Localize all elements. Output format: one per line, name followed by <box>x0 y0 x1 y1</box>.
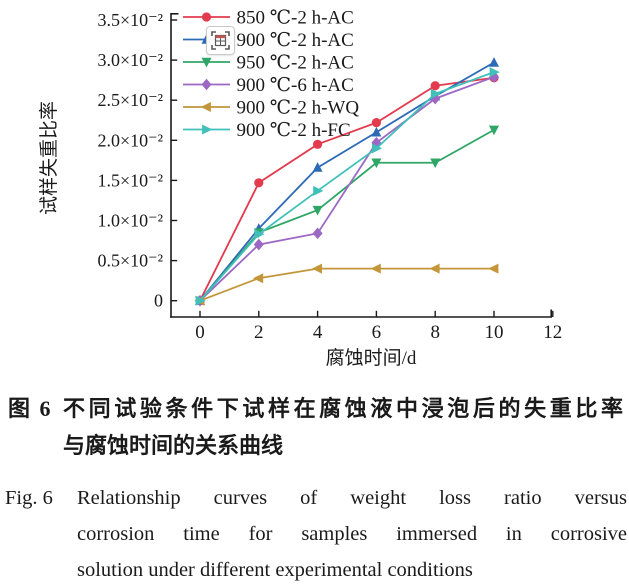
x-tick-label: 12 <box>543 322 562 343</box>
data-point-triangle-up <box>312 162 323 172</box>
x-tick-label: 0 <box>195 322 205 343</box>
data-point-triangle-down <box>489 125 499 136</box>
data-point-triangle-down <box>371 158 382 169</box>
y-tick-label: 1.0×10⁻² <box>97 211 163 231</box>
data-point-triangle-right <box>489 67 500 78</box>
series-line <box>199 76 495 302</box>
data-point-diamond <box>312 227 323 240</box>
chart-area: 0 0.5×10⁻² 1.0×10⁻² 1.5×10⁻² 2.0×10⁻² 2.5×10⁻… <box>38 8 562 370</box>
legend-label: 900 ℃-6 h-AC <box>237 75 354 96</box>
y-tick-label: 0 <box>154 291 163 311</box>
caption-zh-line1: 不同试验条件下试样在腐蚀液中浸泡后的失重比率 <box>63 396 623 421</box>
screenshot-tool-button[interactable] <box>206 26 235 55</box>
table-capture-icon <box>211 31 230 50</box>
y-tick-label: 3.0×10⁻² <box>97 50 163 70</box>
caption-zh-line2: 与腐蚀时间的关系曲线 <box>63 433 284 458</box>
data-point-triangle-right <box>202 124 213 135</box>
y-axis-title: 试样失重比率 <box>38 101 60 215</box>
x-tick-label: 8 <box>430 322 440 343</box>
legend-label: 900 ℃-2 h-WQ <box>237 98 360 119</box>
data-point-circle <box>313 139 323 149</box>
data-point-circle <box>201 12 212 22</box>
x-tick-label: 4 <box>313 322 323 343</box>
data-point-circle <box>371 118 381 128</box>
data-point-circle <box>254 178 264 188</box>
data-point-triangle-down <box>430 158 441 169</box>
data-point-triangle-up <box>371 126 382 137</box>
data-point-triangle-left <box>488 263 499 274</box>
y-tick-label: 2.5×10⁻² <box>97 90 163 110</box>
figure-caption-zh: 图 6 不同试验条件下试样在腐蚀液中浸泡后的失重比率 与腐蚀时间的关系曲线 <box>6 390 623 464</box>
data-point-triangle-down <box>312 205 323 216</box>
data-point-triangle-right <box>254 229 265 240</box>
legend-label: 850 ℃-2 h-AC <box>237 8 354 29</box>
y-tick-label: 1.5×10⁻² <box>97 170 163 190</box>
data-point-triangle-right <box>313 185 324 196</box>
data-point-triangle-right <box>430 88 441 99</box>
data-point-triangle-down <box>201 57 212 68</box>
data-point-diamond <box>253 238 264 251</box>
legend-label: 900 ℃-2 h-FC <box>237 120 351 141</box>
figure-number-zh: 图 6 <box>8 396 53 421</box>
y-tick-label: 2.0×10⁻² <box>97 130 163 150</box>
series-line <box>199 76 495 302</box>
line-chart: 0 0.5×10⁻² 1.0×10⁻² 1.5×10⁻² 2.0×10⁻² 2.5×10⁻… <box>38 8 562 370</box>
legend-label: 950 ℃-2 h-AC <box>237 53 354 74</box>
data-point-triangle-right <box>372 143 383 154</box>
series-line <box>199 267 494 302</box>
data-point-triangle-right <box>195 295 206 306</box>
caption-en-line2: corrosion time for samples immersed in c… <box>77 523 627 545</box>
figure-caption-en: Fig. 6 Relationship curves of weight los… <box>5 480 628 586</box>
data-point-diamond <box>201 78 212 91</box>
data-point-triangle-left <box>311 263 322 274</box>
x-tick-label: 6 <box>372 322 382 343</box>
series-line <box>199 129 495 302</box>
data-point-triangle-left <box>253 273 264 284</box>
x-axis-title: 腐蚀时间/d <box>326 347 417 369</box>
figure-number-en: Fig. 6 <box>5 487 53 509</box>
data-point-diamond <box>371 136 382 149</box>
data-point-triangle-left <box>370 263 381 274</box>
caption-en-line1: Relationship curves of weight loss ratio… <box>77 487 627 509</box>
x-tick-label: 2 <box>254 322 264 343</box>
x-tick-label: 10 <box>485 322 504 343</box>
data-point-circle <box>430 81 440 91</box>
series-line <box>199 71 495 302</box>
data-point-triangle-left <box>429 263 440 274</box>
y-tick-label: 0.5×10⁻² <box>97 251 163 271</box>
caption-en-line3: solution under different experimental co… <box>77 559 473 581</box>
y-tick-label: 3.5×10⁻² <box>97 10 163 30</box>
legend-label: 900 ℃-2 h-AC <box>237 30 354 51</box>
data-point-triangle-up <box>489 57 499 67</box>
data-point-triangle-left <box>200 102 211 112</box>
